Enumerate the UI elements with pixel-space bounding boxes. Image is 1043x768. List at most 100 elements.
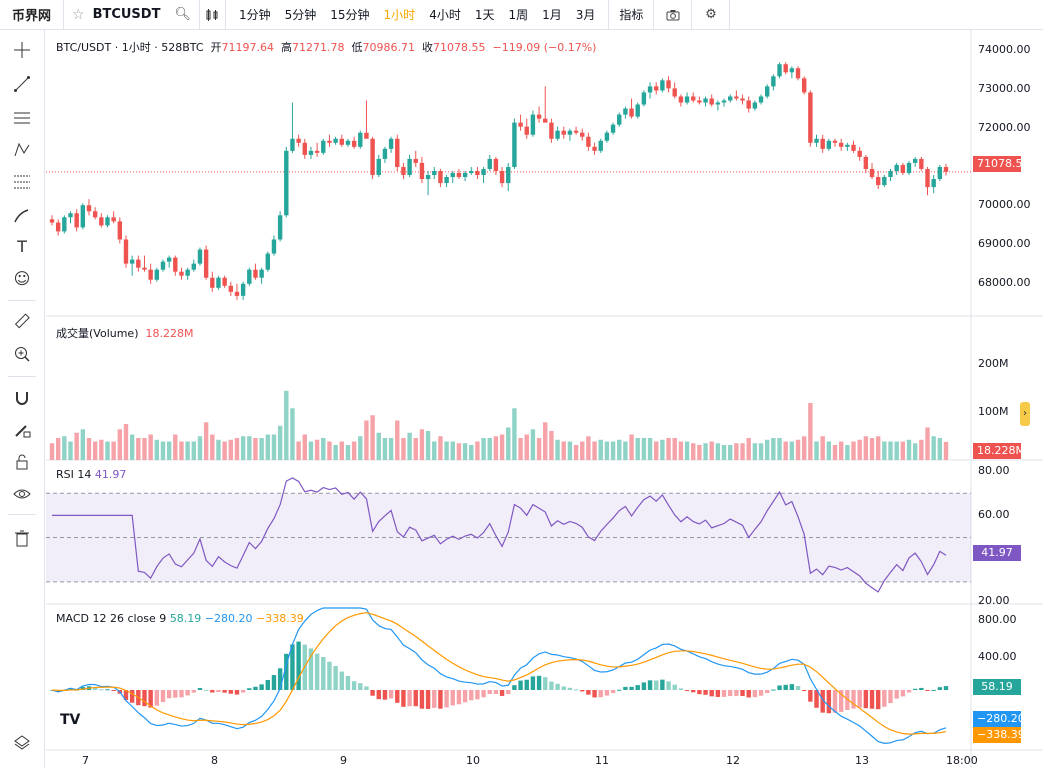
lock-icon[interactable] [10,450,34,474]
camera-icon[interactable] [654,0,693,30]
collapse-arrow-icon[interactable]: › [1020,402,1030,426]
site-logo[interactable]: 币界网 [0,0,64,30]
macd-histogram-bar [740,690,745,697]
emoji-icon[interactable]: ☺ [13,268,31,288]
volume-bar [752,443,758,460]
candle-body [290,138,295,151]
macd-histogram-bar [475,690,480,700]
legend-high: 71271.78 [292,41,345,54]
volume-bar [74,432,79,460]
volume-bar [660,439,665,460]
symbol-name[interactable]: BTCUSDT [92,7,161,22]
candle-body [623,108,628,115]
crosshair-icon[interactable] [10,38,34,62]
macd-histogram-bar [604,690,610,696]
candle-body [660,80,665,91]
timeframe-button[interactable]: 1周 [508,8,529,22]
macd-histogram-bar [284,653,289,690]
timeframe-button[interactable]: 5分钟 [284,8,317,22]
horizontal-lines-icon[interactable] [10,106,34,130]
settings-icon[interactable]: ⚙ [692,0,731,30]
candle-body [351,140,357,147]
fib-icon[interactable] [10,170,34,194]
candle-body [284,150,289,216]
macd-histogram-bar [247,688,252,690]
price-label: 74000.00 [978,43,1031,56]
candle-body [869,168,875,178]
timeframe-button[interactable]: 4小时 [429,8,461,22]
volume-bar [543,422,548,460]
zoom-in-icon[interactable] [10,342,34,366]
candle-body [376,158,381,176]
layers-icon[interactable] [10,730,34,754]
macd-histogram-bar [493,690,499,694]
pattern-icon[interactable] [10,138,34,162]
candle-body [771,76,776,87]
indicators-button[interactable]: 指标 [609,0,655,30]
candle-body [499,170,505,184]
macd-histogram-bar [894,690,899,699]
candle-body [432,170,437,176]
volume-bar [641,438,647,460]
macd-histogram-bar [296,641,301,690]
timeframe-button[interactable]: 15分钟 [330,8,370,22]
macd-histogram-bar [783,684,788,690]
ruler-icon[interactable] [10,310,34,334]
macd-histogram-bar [820,690,825,713]
trash-icon[interactable] [10,526,34,550]
volume-bar [308,441,314,460]
volume-bar [826,441,832,460]
macd-histogram-bar [382,690,388,700]
macd-histogram-bar [191,690,197,693]
macd-histogram-bar [432,690,437,708]
volume-bar [672,438,677,460]
candle-body [518,122,523,127]
brush-icon[interactable] [10,204,34,228]
candle-body [573,130,579,133]
macd-histogram-bar [80,686,86,690]
macd-histogram-bar [746,690,751,698]
volume-bar [364,420,369,460]
candle-body [49,219,55,223]
volume-bar [709,441,714,460]
volume-bar [863,436,869,460]
timeframe-button[interactable]: 1分钟 [238,8,271,22]
eye-icon[interactable] [10,482,34,506]
macd-histogram-bar [444,690,449,708]
macd-histogram-bar [173,690,178,698]
candle-body [401,166,406,176]
candle-body [635,104,640,117]
volume-bar [148,434,153,460]
candle-body [882,177,887,186]
macd-histogram-bar [481,690,486,698]
timeframe-button[interactable]: 3月 [575,8,596,22]
candle-body [937,166,943,180]
candle-type-icon[interactable] [200,0,226,30]
candle-body [524,126,529,135]
magnet-icon[interactable] [10,386,34,410]
lock-drawing-icon[interactable] [10,418,34,442]
macd-histogram-bar [832,690,838,713]
search-icon[interactable]: 🔍︎ [174,7,191,22]
chart-area[interactable] [46,30,1043,768]
macd-histogram-bar [364,686,369,690]
star-icon[interactable]: ☆ [72,6,85,23]
volume-bar [462,443,468,460]
trendline-icon[interactable] [10,72,34,96]
text-icon[interactable]: T [17,236,27,256]
volume-bar [549,431,554,460]
timeframe-button[interactable]: 1天 [474,8,495,22]
timeframe-button[interactable]: 1月 [542,8,562,22]
candle-body [253,269,258,278]
macd-histogram-bar [654,680,659,690]
candle-body [74,213,79,228]
candle-body [801,78,807,93]
volume-bar [715,443,721,460]
macd-histogram-bar [413,690,418,707]
symbol-search[interactable]: ☆ BTCUSDT 🔍︎ [64,0,200,30]
volume-bar [912,443,918,460]
candle-body [592,146,597,151]
volume-bar [388,438,394,460]
timeframe-button[interactable]: 1小时 [383,8,416,22]
volume-bar [820,436,825,460]
